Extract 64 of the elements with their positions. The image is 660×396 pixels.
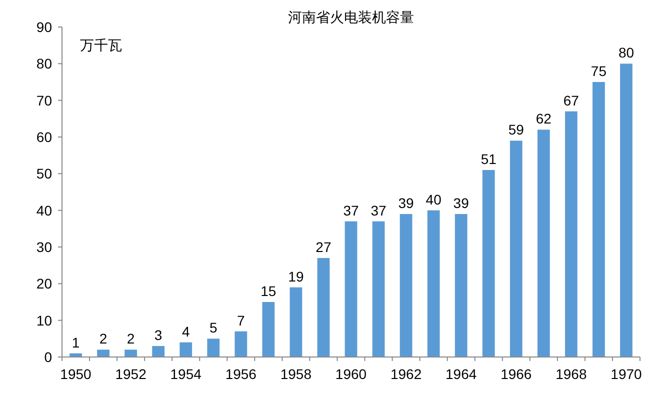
y-tick-label: 20 [36, 276, 52, 292]
y-tick-label: 90 [36, 19, 52, 35]
data-label: 7 [237, 312, 246, 328]
data-label: 2 [99, 330, 108, 347]
data-label: 15 [260, 283, 276, 299]
bar [317, 258, 330, 357]
data-label: 4 [182, 323, 190, 340]
data-label: 39 [398, 195, 414, 211]
data-label: 27 [316, 239, 332, 255]
bar [427, 210, 440, 357]
bar [454, 214, 468, 357]
y-tick-label: 80 [36, 56, 52, 72]
bar [207, 338, 220, 357]
data-label: 39 [453, 195, 470, 211]
bar [482, 170, 495, 357]
chart-title: 河南省火电装机容量 [288, 9, 414, 25]
bar [620, 64, 632, 357]
data-label: 75 [590, 63, 607, 79]
data-label: 37 [370, 202, 387, 218]
bar [97, 350, 110, 357]
bar [344, 221, 358, 357]
bar [262, 302, 275, 357]
data-label: 5 [209, 320, 218, 336]
x-tick-label: 1964 [446, 366, 477, 382]
data-label: 19 [288, 268, 304, 284]
data-label: 62 [536, 110, 552, 127]
x-tick-label: 1952 [115, 366, 147, 382]
data-label: 59 [508, 122, 524, 138]
bar [400, 214, 412, 357]
data-label: 67 [563, 92, 580, 108]
x-tick-label: 1954 [170, 366, 202, 382]
y-tick-label: 0 [44, 349, 52, 365]
x-tick-label: 1960 [335, 366, 367, 382]
bar [592, 82, 605, 357]
y-tick-label: 60 [36, 129, 52, 145]
annotation: 万千瓦 [80, 37, 122, 53]
y-tick-label: 30 [36, 239, 52, 255]
x-tick-label: 1968 [556, 366, 587, 382]
y-tick-label: 70 [36, 92, 52, 108]
data-label: 80 [618, 44, 634, 61]
bar [180, 342, 192, 357]
data-label: 51 [480, 151, 497, 167]
data-label: 40 [426, 191, 442, 208]
y-tick-label: 40 [36, 202, 52, 218]
y-tick-label: 10 [36, 312, 52, 328]
data-label: 1 [72, 334, 80, 350]
bar [565, 111, 578, 357]
data-label: 2 [126, 330, 135, 347]
data-label: 3 [154, 327, 162, 343]
bar [290, 287, 302, 357]
data-label: 37 [343, 202, 359, 218]
bar [537, 130, 550, 357]
x-tick-label: 1966 [500, 366, 532, 382]
x-tick-label: 1962 [390, 366, 422, 382]
x-tick-label: 1950 [60, 366, 92, 382]
bar [152, 346, 165, 357]
bar [234, 331, 248, 357]
x-tick-label: 1958 [280, 366, 312, 382]
x-tick-label: 1956 [225, 366, 257, 382]
x-tick-label: 1970 [610, 366, 642, 382]
y-tick-label: 50 [36, 166, 52, 182]
bar [124, 350, 138, 357]
bar [510, 140, 522, 357]
bar [372, 221, 385, 357]
